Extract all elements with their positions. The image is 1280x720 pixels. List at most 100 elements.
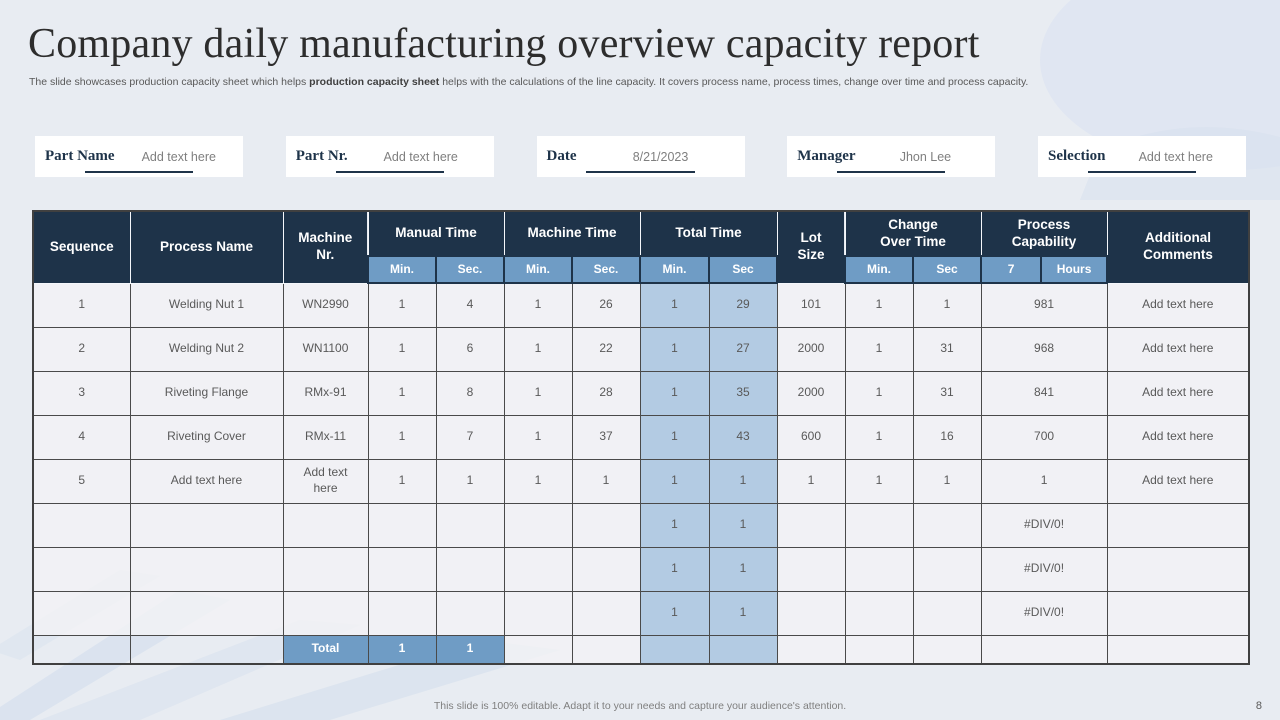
table-cell[interactable]: 1 [503,326,573,372]
table-cell[interactable]: 31 [912,326,982,372]
table-cell[interactable]: 1 [367,326,437,372]
table-cell[interactable]: 43 [708,414,778,460]
table-cell[interactable]: 7 [435,414,505,460]
table-cell[interactable]: 5 [32,458,131,504]
table-cell[interactable]: 1 [776,458,846,504]
table-cell[interactable] [282,546,369,592]
table-cell[interactable]: 2000 [776,326,846,372]
table-cell[interactable]: 1 [844,458,914,504]
table-cell[interactable]: 700 [980,414,1108,460]
table-cell[interactable]: 31 [912,370,982,416]
table-cell[interactable]: Welding Nut 2 [129,326,284,372]
table-cell[interactable]: 1 [571,458,641,504]
table-cell[interactable]: 1 [844,326,914,372]
table-cell[interactable] [776,634,846,665]
table-cell[interactable]: Riveting Cover [129,414,284,460]
table-cell[interactable] [776,590,846,636]
table-cell[interactable]: 4 [435,282,505,328]
table-cell[interactable] [435,502,505,548]
table-cell[interactable]: 1 [844,370,914,416]
table-cell[interactable]: 27 [708,326,778,372]
field-part-name[interactable]: Part Name Add text here [35,136,243,177]
table-cell[interactable]: Riveting Flange [129,370,284,416]
field-manager-value[interactable]: Jhon Lee [899,149,952,164]
table-cell[interactable]: 1 [639,590,710,636]
table-cell[interactable]: Add text here [1106,282,1250,328]
table-cell[interactable] [1106,590,1250,636]
table-cell[interactable] [367,590,437,636]
field-manager[interactable]: Manager Jhon Lee [787,136,996,177]
table-cell[interactable] [282,502,369,548]
table-cell[interactable] [844,502,914,548]
table-cell[interactable] [32,590,131,636]
field-selection[interactable]: Selection Add text here [1038,136,1246,177]
table-cell[interactable] [367,546,437,592]
table-cell[interactable]: 1 [503,370,573,416]
table-cell[interactable] [435,590,505,636]
table-cell[interactable]: RMx-91 [282,370,369,416]
table-cell[interactable] [571,590,641,636]
table-cell[interactable]: 1 [708,546,778,592]
table-cell[interactable]: Welding Nut 1 [129,282,284,328]
table-cell[interactable]: 1 [367,370,437,416]
table-cell[interactable]: WN2990 [282,282,369,328]
table-cell[interactable] [1106,546,1250,592]
table-cell[interactable] [708,634,778,665]
table-cell[interactable] [367,502,437,548]
table-cell[interactable]: 968 [980,326,1108,372]
table-cell[interactable]: 1 [639,414,710,460]
table-cell[interactable] [776,502,846,548]
table-cell[interactable]: Add text here [1106,414,1250,460]
table-cell[interactable] [503,634,573,665]
table-cell[interactable]: RMx-11 [282,414,369,460]
table-cell[interactable]: 981 [980,282,1108,328]
table-cell[interactable]: Add text here [282,458,369,504]
table-cell[interactable] [912,590,982,636]
table-cell[interactable]: 1 [503,414,573,460]
table-cell[interactable]: 16 [912,414,982,460]
table-cell[interactable]: 1 [912,458,982,504]
table-cell[interactable]: 3 [32,370,131,416]
field-part-name-value[interactable]: Add text here [141,149,216,164]
table-cell[interactable]: Add text here [1106,370,1250,416]
table-cell[interactable]: 37 [571,414,641,460]
field-part-nr[interactable]: Part Nr. Add text here [285,136,494,177]
field-selection-value[interactable]: Add text here [1138,149,1213,164]
table-cell[interactable] [571,634,641,665]
table-cell[interactable]: 1 [639,326,710,372]
table-cell[interactable] [912,546,982,592]
table-cell[interactable] [32,634,131,665]
table-cell[interactable]: 101 [776,282,846,328]
table-cell[interactable]: 6 [435,326,505,372]
table-cell[interactable] [980,634,1108,665]
table-cell[interactable] [32,546,131,592]
field-date-value[interactable]: 8/21/2023 [632,149,689,164]
table-cell[interactable] [776,546,846,592]
table-cell[interactable]: #DIV/0! [980,546,1108,592]
table-cell[interactable] [282,590,369,636]
table-cell[interactable]: 1 [708,590,778,636]
table-cell[interactable]: 1 [980,458,1108,504]
table-cell[interactable]: 1 [639,502,710,548]
table-cell[interactable]: 1 [367,282,437,328]
table-cell[interactable]: 1 [503,282,573,328]
table-cell[interactable]: #DIV/0! [980,590,1108,636]
table-cell[interactable]: Add text here [129,458,284,504]
table-cell[interactable]: 1 [844,414,914,460]
table-cell[interactable] [503,502,573,548]
table-cell[interactable]: 1 [367,634,437,665]
table-cell[interactable] [129,634,284,665]
table-cell[interactable]: 22 [571,326,641,372]
table-cell[interactable]: Total [282,634,369,665]
field-date[interactable]: Date 8/21/2023 [536,136,745,177]
table-cell[interactable] [32,502,131,548]
table-cell[interactable] [435,546,505,592]
table-cell[interactable]: 1 [435,458,505,504]
table-cell[interactable]: 841 [980,370,1108,416]
table-cell[interactable]: 1 [367,458,437,504]
table-cell[interactable]: Add text here [1106,458,1250,504]
table-cell[interactable] [1106,502,1250,548]
table-cell[interactable] [844,546,914,592]
table-cell[interactable]: 29 [708,282,778,328]
table-cell[interactable] [571,502,641,548]
